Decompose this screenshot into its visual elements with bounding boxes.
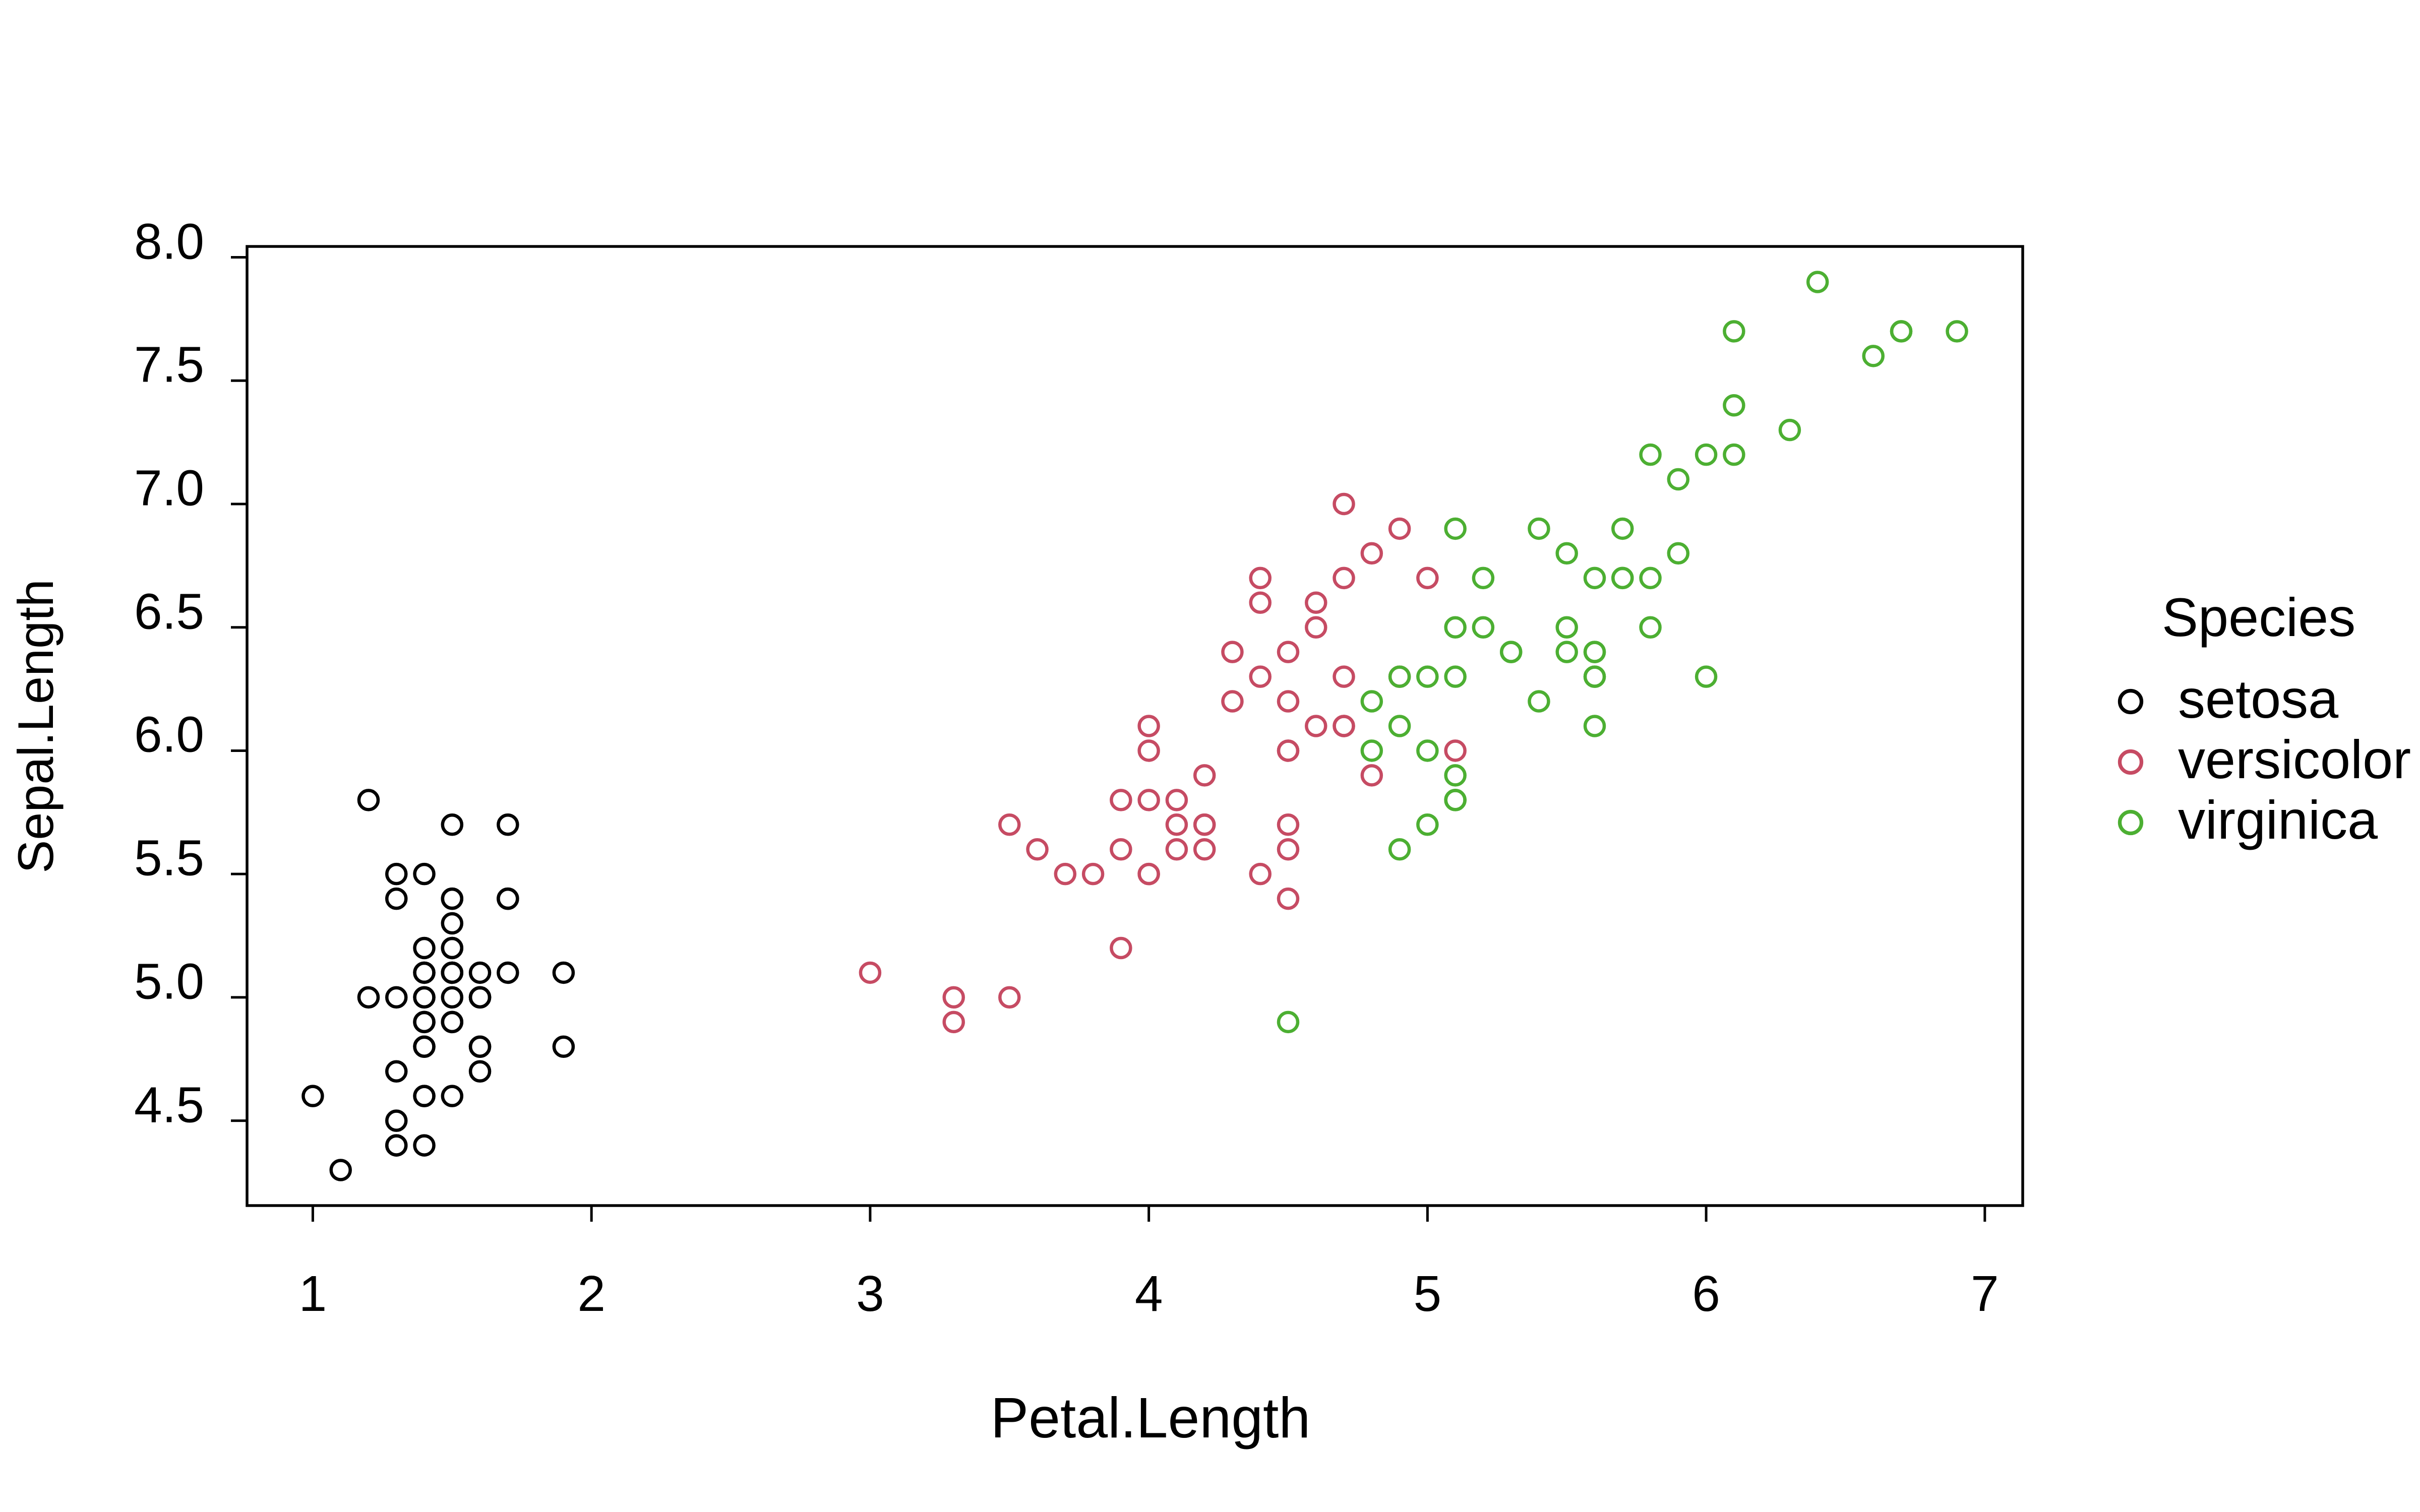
svg-text:7.5: 7.5 — [134, 336, 204, 393]
svg-text:Petal.Length: Petal.Length — [991, 1386, 1311, 1450]
svg-text:2: 2 — [577, 1266, 606, 1322]
svg-text:Sepal.Length: Sepal.Length — [8, 579, 64, 873]
svg-text:5: 5 — [1414, 1266, 1442, 1322]
svg-text:setosa: setosa — [2178, 668, 2339, 729]
svg-text:3: 3 — [856, 1266, 884, 1322]
svg-text:4.5: 4.5 — [134, 1077, 204, 1133]
svg-text:7.0: 7.0 — [134, 460, 204, 516]
svg-text:6: 6 — [1692, 1266, 1720, 1322]
svg-text:6.0: 6.0 — [134, 706, 204, 763]
svg-text:Species: Species — [2162, 587, 2355, 648]
svg-text:6.5: 6.5 — [134, 583, 204, 640]
svg-text:8.0: 8.0 — [134, 213, 204, 270]
svg-text:5.0: 5.0 — [134, 953, 204, 1010]
svg-text:7: 7 — [1971, 1266, 1999, 1322]
svg-text:versicolor: versicolor — [2178, 729, 2411, 790]
svg-text:5.5: 5.5 — [134, 830, 204, 886]
svg-text:4: 4 — [1135, 1266, 1163, 1322]
svg-text:1: 1 — [299, 1266, 327, 1322]
svg-text:virginica: virginica — [2178, 789, 2378, 850]
